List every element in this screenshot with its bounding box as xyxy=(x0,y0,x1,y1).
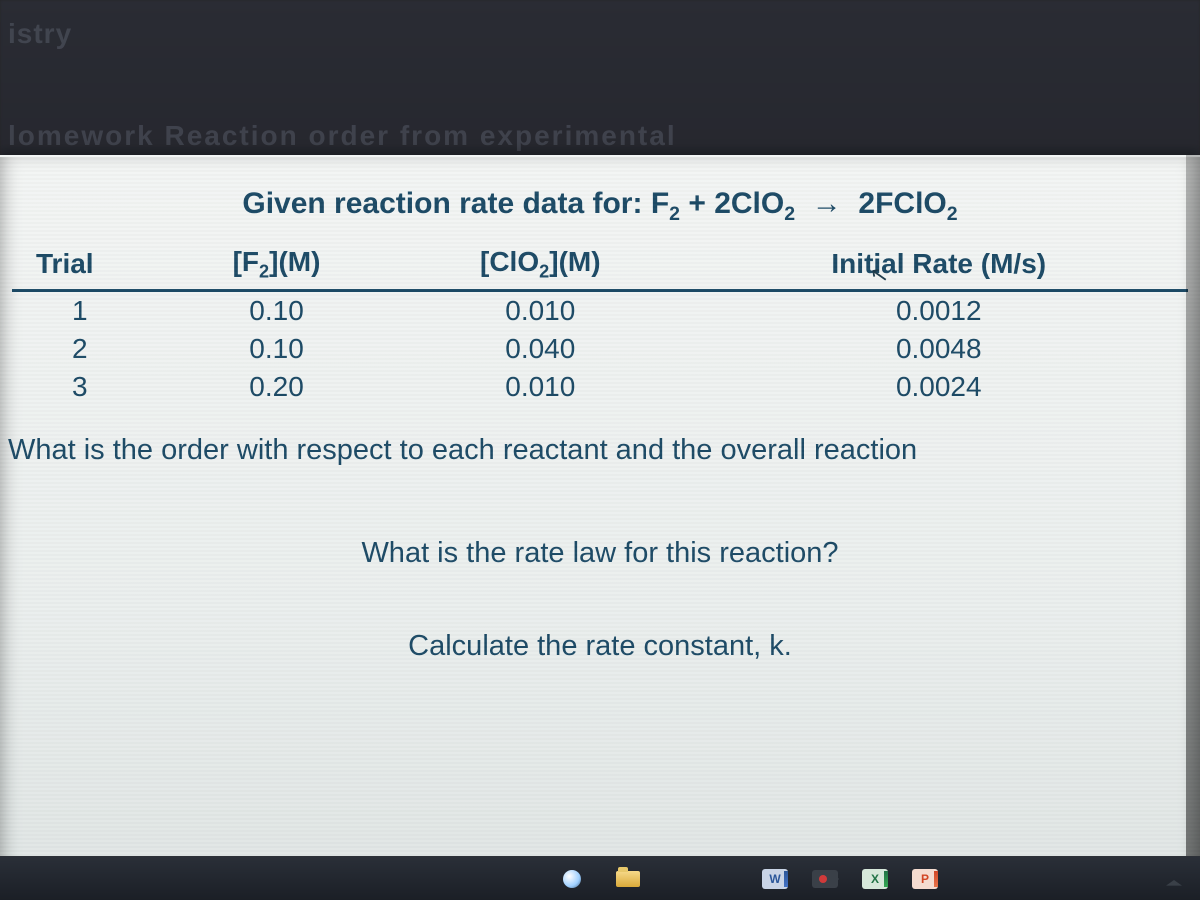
slide-title: Given reaction rate data for: F2 + 2ClO2… xyxy=(12,187,1188,226)
table-cell: 0.040 xyxy=(391,330,689,368)
table-cell: 3 xyxy=(12,368,162,406)
table-cell: 0.010 xyxy=(391,290,689,330)
slide-content: Given reaction rate data for: F2 + 2ClO2… xyxy=(0,155,1200,900)
reaction-arrow: → xyxy=(812,187,842,220)
rate-data-table: Trial [F2](M) [ClO2](M) Initial Rate (M/… xyxy=(12,242,1188,406)
question-rate-law: What is the rate law for this reaction? xyxy=(12,537,1188,570)
question-order: What is the order with respect to each r… xyxy=(8,434,1188,467)
file-explorer-icon[interactable] xyxy=(613,866,643,892)
question-rate-constant: Calculate the rate constant, k. xyxy=(12,630,1188,663)
table-cell: 0.0012 xyxy=(690,290,1188,330)
table-cell: 0.0024 xyxy=(690,368,1188,406)
col-rate: Initial Rate (M/s) xyxy=(690,242,1188,290)
table-row: 20.100.0400.0048 xyxy=(12,330,1188,368)
table-header-row: Trial [F2](M) [ClO2](M) Initial Rate (M/… xyxy=(12,242,1188,290)
table-row: 30.200.0100.0024 xyxy=(12,368,1188,406)
table-cell: 2 xyxy=(12,330,162,368)
windows-taskbar[interactable]: W X P xyxy=(0,856,1200,900)
col-clo2: [ClO2](M) xyxy=(391,242,689,290)
col-trial: Trial xyxy=(12,242,162,290)
word-icon[interactable]: W xyxy=(760,866,790,892)
table-body: 10.100.0100.001220.100.0400.004830.200.0… xyxy=(12,290,1188,406)
right-shadow-band xyxy=(1186,155,1200,900)
powerpoint-icon[interactable]: P xyxy=(910,866,940,892)
table-cell: 0.10 xyxy=(162,330,391,368)
table-row: 10.100.0100.0012 xyxy=(12,290,1188,330)
reaction-lhs: F2 + 2ClO2 xyxy=(651,187,795,220)
col-f2: [F2](M) xyxy=(162,242,391,290)
table-cell: 0.010 xyxy=(391,368,689,406)
camera-icon[interactable] xyxy=(810,866,840,892)
ghost-text-top: istry xyxy=(8,18,72,50)
table-cell: 1 xyxy=(12,290,162,330)
table-cell: 0.0048 xyxy=(690,330,1188,368)
search-circle-icon[interactable] xyxy=(557,866,587,892)
excel-icon[interactable]: X xyxy=(860,866,890,892)
table-cell: 0.10 xyxy=(162,290,391,330)
tray-chevron-icon[interactable] xyxy=(1166,874,1182,885)
reaction-rhs: 2FClO2 xyxy=(858,187,957,220)
table-cell: 0.20 xyxy=(162,368,391,406)
title-prefix: Given reaction rate data for: xyxy=(242,187,650,220)
ghost-text-mid: lomework Reaction order from experimenta… xyxy=(8,120,677,152)
